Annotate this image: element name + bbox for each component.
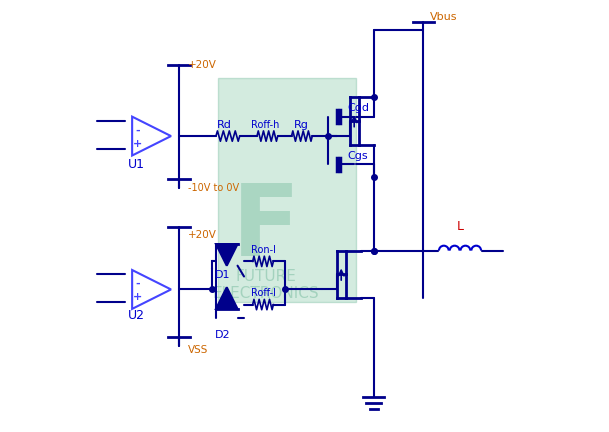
Text: FUTURE
ELECTRONICS: FUTURE ELECTRONICS [213,269,319,302]
Text: +: + [133,139,143,149]
Bar [218,78,356,302]
Text: Cgd: Cgd [348,103,370,113]
Text: U1: U1 [127,158,144,171]
Text: L: L [457,220,463,233]
Text: Rg: Rg [294,120,309,130]
Text: +: + [133,292,143,302]
Text: Roff-l: Roff-l [251,288,276,298]
Text: Rd: Rd [217,120,232,130]
Text: U2: U2 [127,309,144,322]
Text: -10V to 0V: -10V to 0V [188,183,239,193]
Text: Roff-h: Roff-h [252,120,280,130]
Text: -: - [136,125,140,135]
Text: F: F [231,181,300,277]
Text: +20V: +20V [188,230,217,241]
Text: VSS: VSS [188,345,208,355]
Text: Vbus: Vbus [430,12,457,22]
Text: D1: D1 [214,270,230,280]
Polygon shape [216,244,238,266]
Text: -: - [136,279,140,289]
Text: +20V: +20V [188,60,217,70]
Text: D2: D2 [214,330,230,340]
Polygon shape [216,287,238,309]
Text: Cgs: Cgs [348,150,368,161]
Text: Ron-l: Ron-l [251,245,276,255]
